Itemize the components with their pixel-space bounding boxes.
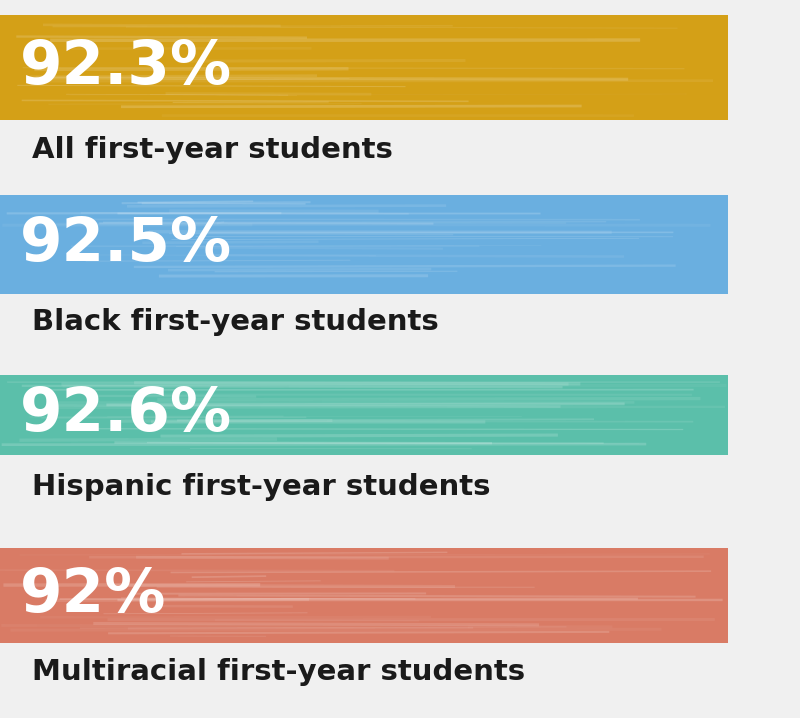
Text: 92.6%: 92.6% (20, 386, 232, 444)
Text: All first-year students: All first-year students (32, 136, 393, 164)
Text: 92.5%: 92.5% (20, 215, 232, 274)
Text: 92%: 92% (20, 566, 166, 625)
Text: Black first-year students: Black first-year students (32, 308, 438, 336)
Text: Hispanic first-year students: Hispanic first-year students (32, 473, 490, 501)
Text: Multiracial first-year students: Multiracial first-year students (32, 658, 525, 686)
Text: 92.3%: 92.3% (20, 38, 232, 97)
